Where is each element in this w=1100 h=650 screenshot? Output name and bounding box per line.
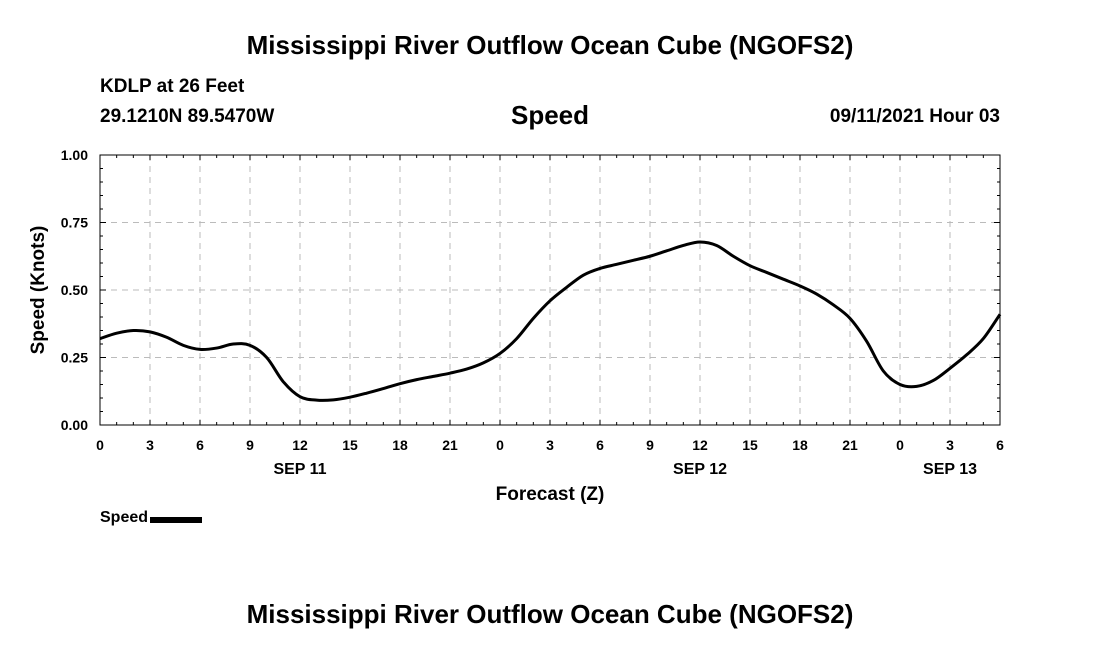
y-tick-label: 1.00: [61, 147, 88, 163]
x-tick-label: 9: [246, 437, 254, 453]
x-tick-label: 18: [392, 437, 408, 453]
x-tick-label: 0: [896, 437, 904, 453]
speed-series-line: [99, 240, 1002, 402]
grid-lines: [100, 155, 1000, 425]
y-tick-label: 0.50: [61, 282, 88, 298]
date-label: SEP 11: [273, 461, 326, 478]
x-tick-label: 15: [742, 437, 758, 453]
y-axis-label: Speed (Knots): [28, 226, 49, 355]
axis-labels: 0 3 6 9 12 15 18 21 0 3 6 9 12 15 18 21 0 3 6 0.00 0.25 0.50 0…: [61, 147, 1004, 478]
x-tick-label: 0: [96, 437, 104, 453]
x-tick-label: 6: [996, 437, 1004, 453]
x-tick-label: 0: [496, 437, 504, 453]
x-tick-label: 12: [292, 437, 308, 453]
x-tick-label: 6: [196, 437, 204, 453]
x-tick-label: 6: [596, 437, 604, 453]
variable-title: Speed: [510, 100, 590, 130]
x-tick-label: 18: [792, 437, 808, 453]
y-tick-label: 0.25: [61, 350, 88, 366]
x-tick-label: 21: [442, 437, 458, 453]
footer-title: Mississippi River Outflow Ocean Cube (NG…: [246, 599, 854, 629]
y-tick-label: 0.00: [61, 417, 88, 433]
x-tick-label: 21: [842, 437, 858, 453]
x-axis-label: Forecast (Z): [496, 484, 605, 505]
date-label: SEP 13: [923, 461, 977, 478]
legend: Speed: [100, 509, 203, 527]
x-tick-label: 3: [946, 437, 954, 453]
station-label: KDLP at 26 Feet: [100, 76, 245, 97]
x-tick-label: 3: [546, 437, 554, 453]
x-tick-label: 3: [146, 437, 154, 453]
y-tick-label: 0.75: [61, 215, 88, 231]
coordinates-label: 29.1210N 89.5470W: [100, 106, 275, 127]
x-tick-label: 15: [342, 437, 358, 453]
legend-label: Speed: [100, 509, 149, 526]
date-label: SEP 12: [673, 461, 727, 478]
x-tick-label: 12: [692, 437, 708, 453]
legend-line-swatch: [150, 517, 203, 523]
chart-title: Mississippi River Outflow Ocean Cube (NG…: [246, 30, 854, 60]
x-tick-label: 9: [646, 437, 654, 453]
axis-ticks: [99, 154, 1001, 426]
forecast-timestamp: 09/11/2021 Hour 03: [829, 106, 1000, 127]
